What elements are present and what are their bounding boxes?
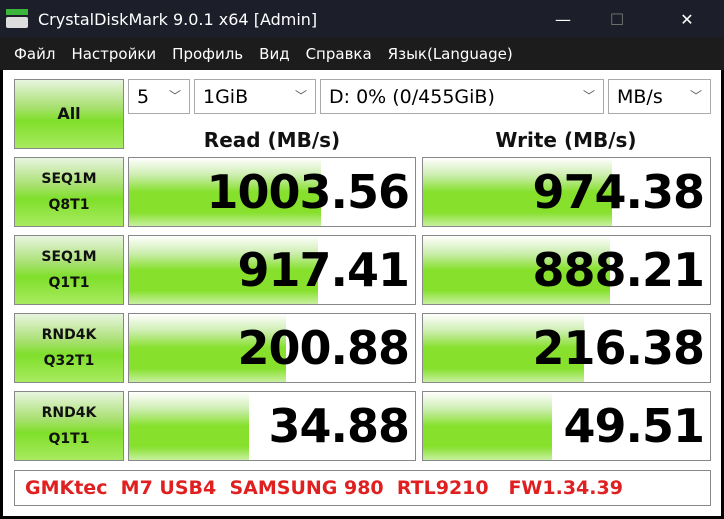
close-button[interactable]: ✕ [680,9,694,29]
menu-file[interactable]: Файл [14,45,56,63]
write-value: 888.21 [532,243,705,297]
menu-view[interactable]: Вид [259,45,290,63]
menu-help[interactable]: Справка [305,45,372,63]
read-bar [129,392,250,460]
write-value: 49.51 [563,399,705,453]
write-header: Write (MB/s) [495,128,637,152]
test-label-line1: RND4K [41,327,97,343]
unit-value: MB/s [617,85,663,108]
window-title: CrystalDiskMark 9.0.1 x64 [Admin] [38,9,318,29]
write-result-0: 974.38 [422,157,711,227]
test-label-line2: Q1T1 [48,275,90,291]
menu-bar: Файл Настройки Профиль Вид Справка Язык(… [0,38,724,70]
size-value: 1GiB [203,85,249,108]
read-value: 34.88 [268,399,410,453]
chevron-down-icon: ﹀ [168,89,181,103]
write-result-3: 49.51 [422,391,711,461]
chevron-down-icon: ﹀ [582,89,595,103]
menu-language[interactable]: Язык(Language) [387,45,513,63]
menu-settings[interactable]: Настройки [71,45,157,63]
all-label: All [57,104,81,123]
count-select[interactable]: 5 ﹀ [128,79,190,114]
test-label-line1: SEQ1M [41,249,97,265]
read-header: Read (MB/s) [203,128,341,152]
menu-profile[interactable]: Профиль [172,45,244,63]
drive-select[interactable]: D: 0% (0/455GiB) ﹀ [320,79,604,114]
test-button-0[interactable]: SEQ1M Q8T1 [14,157,124,227]
write-value: 216.38 [532,321,705,375]
drive-value: D: 0% (0/455GiB) [329,85,495,108]
test-label-line2: Q8T1 [48,197,90,213]
count-value: 5 [137,85,150,108]
minimize-button[interactable]: — [555,9,571,29]
write-bar [423,158,613,226]
chevron-down-icon: ﹀ [689,89,702,103]
write-value: 974.38 [532,165,705,219]
test-label-line1: SEQ1M [41,171,97,187]
all-button[interactable]: All [14,79,124,149]
title-bar: CrystalDiskMark 9.0.1 x64 [Admin] — ☐ ✕ [0,0,724,38]
read-bar [129,158,321,226]
maximize-button[interactable]: ☐ [609,9,625,29]
write-bar [423,236,610,304]
read-result-2: 200.88 [128,313,416,383]
size-select[interactable]: 1GiB ﹀ [194,79,316,114]
read-value: 200.88 [237,321,410,375]
write-bar [423,392,553,460]
read-value: 1003.56 [206,165,410,219]
test-label-line2: Q1T1 [48,431,90,447]
chevron-down-icon: ﹀ [294,89,307,103]
test-button-1[interactable]: SEQ1M Q1T1 [14,235,124,305]
test-button-2[interactable]: RND4K Q32T1 [14,313,124,383]
read-result-3: 34.88 [128,391,416,461]
read-result-0: 1003.56 [128,157,416,227]
read-bar [129,236,318,304]
unit-select[interactable]: MB/s ﹀ [608,79,711,114]
read-result-1: 917.41 [128,235,416,305]
test-button-3[interactable]: RND4K Q1T1 [14,391,124,461]
write-bar [423,314,584,382]
comment-field[interactable]: GMKtec M7 USB4 SAMSUNG 980 RTL9210 FW1.3… [14,470,711,506]
app-icon [6,9,28,29]
read-bar [129,314,287,382]
write-result-1: 888.21 [422,235,711,305]
test-label-line2: Q32T1 [43,353,95,369]
main-panel: All 5 ﹀ 1GiB ﹀ D: 0% (0/455GiB) ﹀ MB/s ﹀ Rea… [3,70,721,516]
write-result-2: 216.38 [422,313,711,383]
read-value: 917.41 [237,243,410,297]
test-label-line1: RND4K [41,405,97,421]
